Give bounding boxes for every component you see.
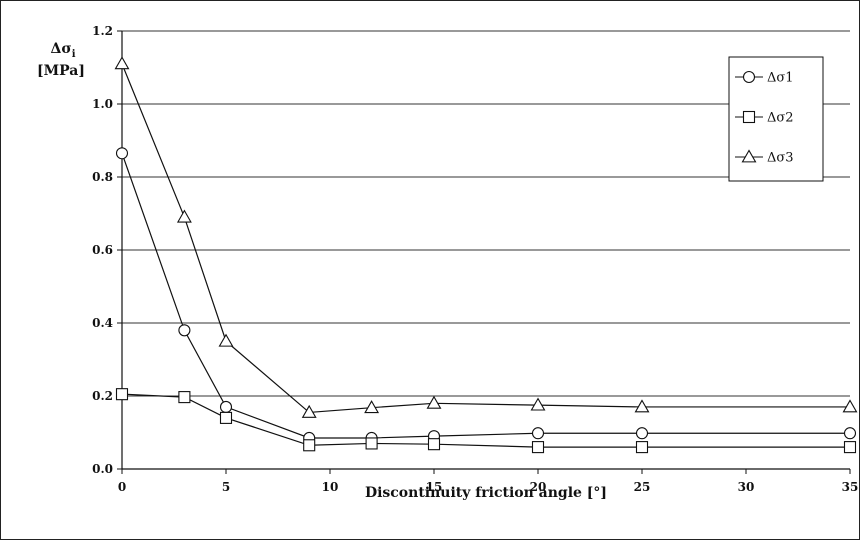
data-point-series-3	[364, 400, 380, 414]
data-point-series-3	[301, 404, 317, 418]
data-point-series-3	[426, 395, 442, 409]
legend-label-1: Δσ1	[767, 71, 794, 86]
series-line-1	[121, 153, 850, 439]
data-point-series-3	[530, 397, 546, 411]
data-point-series-1	[219, 400, 233, 414]
data-point-series-2	[531, 441, 545, 454]
y-tick-label: 0.2	[92, 389, 113, 403]
x-axis-title: Discontinuity friction angle [°]	[365, 485, 607, 501]
data-point-series-1	[843, 427, 857, 440]
x-tick-label: 15	[426, 480, 443, 494]
data-point-series-3	[218, 333, 234, 347]
x-tick-label: 10	[322, 480, 339, 494]
y-tick-label: 1.0	[92, 97, 113, 111]
y-tick-label: 0.6	[92, 243, 113, 257]
data-point-series-3	[176, 209, 192, 223]
x-tick-label: 25	[634, 480, 651, 494]
data-point-series-2	[635, 441, 649, 454]
data-point-series-1	[531, 427, 545, 440]
data-point-series-2	[178, 391, 191, 404]
x-tick-label: 0	[118, 480, 126, 494]
legend-marker-2	[742, 110, 756, 124]
y-tick-label: 0.8	[92, 170, 113, 184]
data-point-series-1	[115, 147, 129, 160]
data-point-series-3	[114, 56, 130, 70]
legend-label-3: Δσ3	[767, 151, 794, 166]
data-point-series-1	[178, 324, 191, 337]
data-point-series-3	[634, 399, 650, 413]
data-point-series-1	[635, 427, 649, 440]
x-tick-label: 20	[530, 480, 547, 494]
y-axis-unit: [MPa]	[37, 63, 85, 79]
legend-marker-1	[742, 70, 756, 84]
data-point-series-2	[303, 439, 316, 452]
y-tick-label: 0.4	[92, 316, 113, 330]
data-point-series-2	[115, 388, 129, 401]
data-point-series-2	[219, 411, 233, 424]
x-tick-label: 5	[222, 480, 230, 494]
x-tick-label: 35	[842, 480, 859, 494]
legend-label-2: Δσ2	[767, 111, 794, 126]
data-point-series-2	[843, 441, 857, 454]
data-point-series-2	[365, 437, 378, 450]
x-tick-label: 30	[738, 480, 755, 494]
legend-marker-3	[741, 149, 757, 163]
data-point-series-3	[842, 399, 858, 413]
y-axis-title-symbol: Δσ	[51, 41, 72, 57]
y-tick-label: 1.2	[92, 24, 113, 38]
y-axis-title: Δσi	[51, 41, 76, 60]
y-tick-label: 0.0	[92, 462, 113, 476]
data-point-series-2	[427, 438, 441, 451]
y-axis-title-subscript: i	[72, 49, 76, 60]
